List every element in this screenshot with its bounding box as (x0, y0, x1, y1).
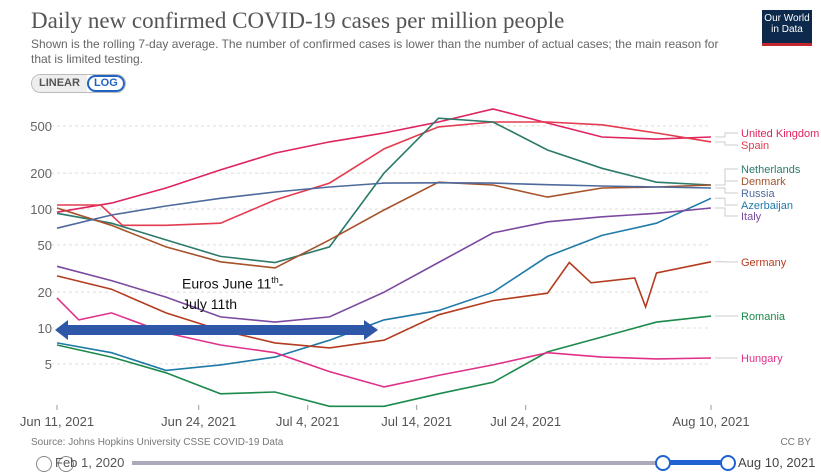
euros-annotation: Euros June 11th- July 11th (182, 270, 283, 314)
annotation-line2: July 11th (182, 295, 237, 312)
series-line-romania (56, 315, 712, 408)
legend-label: Spain (741, 140, 769, 152)
series-line-spain (57, 121, 712, 227)
owid-logo[interactable]: Our World in Data (762, 10, 812, 46)
series-line-russia (56, 181, 712, 229)
linear-button[interactable]: LINEAR (32, 75, 87, 92)
y-tick-label: 200 (30, 166, 52, 181)
legend-label: United Kingdom (741, 128, 819, 140)
license-link[interactable]: CC BY (780, 437, 811, 448)
timeline-slider[interactable] (132, 461, 722, 465)
timeline-start-label: Feb 1, 2020 (55, 455, 125, 470)
legend-connector (715, 132, 738, 138)
legend-connector (715, 207, 738, 217)
legend-label: Azerbaijan (741, 200, 793, 212)
y-tick-label: 100 (30, 202, 52, 217)
series-line-netherlands (56, 117, 712, 264)
legend-label: Netherlands (741, 164, 801, 176)
scale-toggle: LINEAR LOG (31, 74, 126, 93)
x-tick-label: Aug 10, 2021 (672, 414, 749, 429)
legend-connector (715, 141, 738, 146)
source-note: Source: Johns Hopkins University CSSE CO… (31, 437, 284, 448)
x-tick-label: Jul 14, 2021 (381, 414, 452, 429)
legend-connector (715, 197, 738, 206)
y-tick-label: 20 (38, 285, 52, 300)
x-tick-label: Jun 11, 2021 (20, 414, 94, 429)
series-line-denmark (56, 181, 712, 269)
y-tick-label: 50 (38, 238, 52, 253)
legend-label: Denmark (741, 176, 786, 188)
x-tick-label: Jul 4, 2021 (276, 414, 340, 429)
legend-connector (715, 168, 738, 186)
chart-subtitle: Shown is the rolling 7-day average. The … (31, 37, 719, 66)
legend-label: Hungary (741, 353, 783, 365)
series-line-germany (56, 261, 712, 349)
settings-button[interactable] (58, 456, 74, 472)
annotation-dash: - (278, 275, 284, 292)
y-tick-label: 5 (45, 357, 52, 372)
legend-label: Romania (741, 311, 786, 323)
legend-connector (715, 187, 738, 194)
timeline-end-handle[interactable] (720, 455, 736, 471)
timeline-start-handle[interactable] (655, 455, 671, 471)
log-button[interactable]: LOG (86, 75, 125, 92)
timeline-selected-range[interactable] (662, 460, 728, 465)
annotation-sup: th (271, 275, 279, 285)
annotation-arrow-left-head (55, 320, 68, 340)
legend-connector (715, 180, 738, 186)
y-tick-label: 10 (38, 321, 52, 336)
legend-label: Russia (741, 188, 776, 200)
x-tick-label: Jul 24, 2021 (490, 414, 561, 429)
legend-label: Italy (741, 211, 762, 223)
annotation-arrow-right-head (364, 320, 378, 340)
y-tick-label: 500 (30, 119, 52, 134)
chart-title: Daily new confirmed COVID-19 cases per m… (31, 8, 565, 33)
play-button[interactable] (36, 456, 52, 472)
series-line-italy (56, 207, 712, 323)
series-line-hungary (56, 297, 712, 388)
series-line-united-kingdom (56, 108, 712, 213)
x-tick-label: Jun 24, 2021 (161, 414, 236, 429)
annotation-arrow-shaft (66, 325, 366, 335)
annotation-line1: Euros June 11 (182, 275, 272, 292)
timeline-end-label: Aug 10, 2021 (738, 455, 816, 470)
series-line-azerbaijan (56, 197, 712, 372)
legend-label: Germany (741, 257, 787, 269)
